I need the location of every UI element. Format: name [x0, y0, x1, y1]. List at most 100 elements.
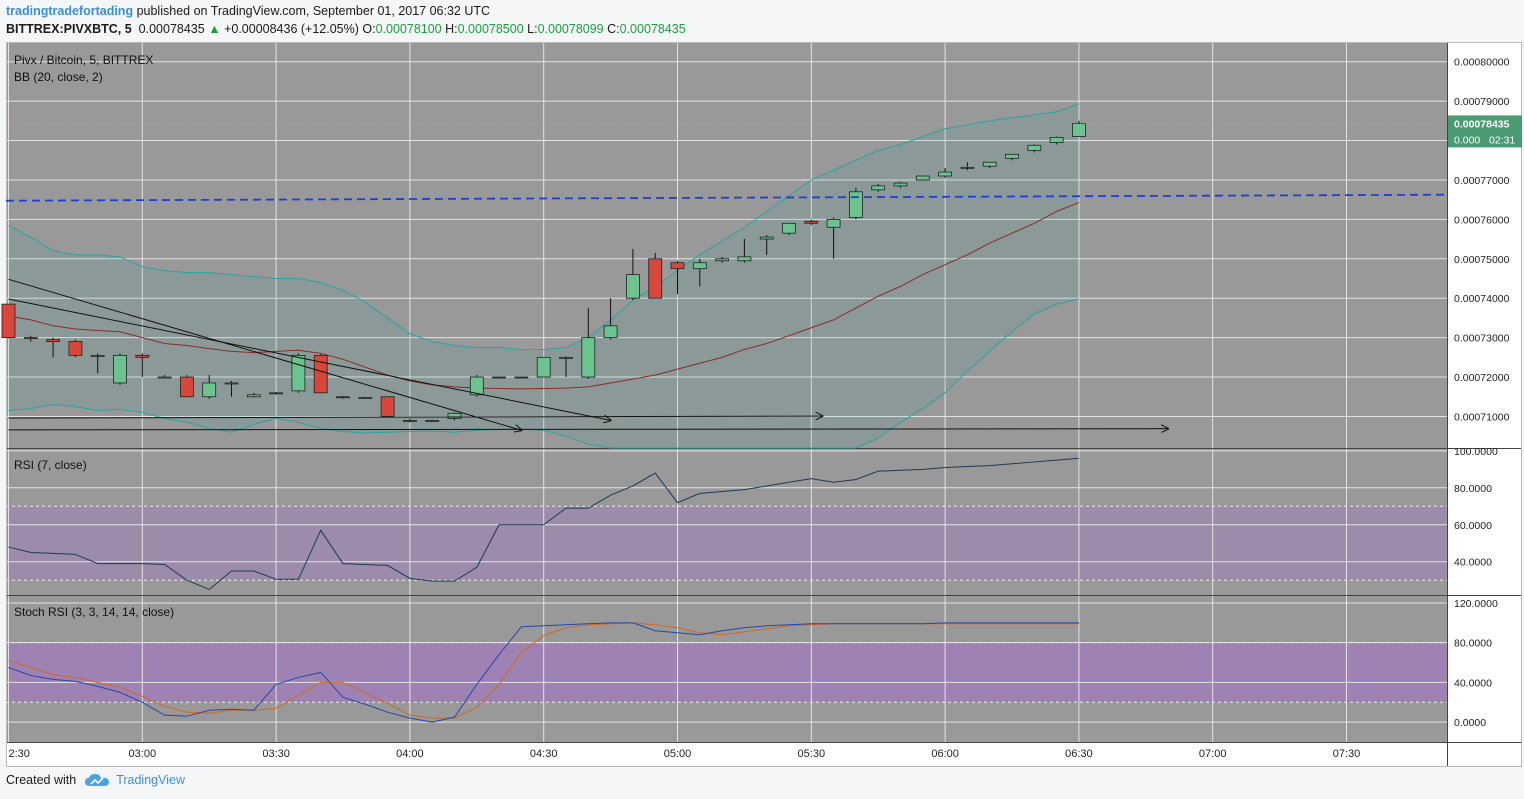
trendline-arrow [8, 416, 823, 418]
stoch-k-line [8, 622, 1079, 723]
time-tick-label: 06:30 [1065, 748, 1093, 760]
candle-up [469, 376, 484, 396]
candle-down [313, 354, 328, 394]
osc-tick-label: 100.0000 [1454, 446, 1498, 458]
publish-info: published on TradingView.com, September … [136, 4, 491, 18]
bb-upper-line [8, 103, 1080, 350]
candle-down [380, 396, 395, 417]
tradingview-brand-link[interactable]: TradingView [116, 773, 185, 787]
price-tick-label: 0.00075000 [1454, 254, 1510, 266]
created-with-label: Created with [6, 773, 77, 787]
candle-down [68, 341, 83, 356]
candle-up [759, 236, 774, 240]
last-price: 0.00078435 [138, 22, 205, 36]
osc-tick-label: 40.0000 [1454, 557, 1492, 569]
trendline-arrow [8, 278, 522, 430]
time-tick-label: 03:00 [129, 748, 157, 760]
candle-up [626, 274, 640, 299]
chart-title: Pivx / Bitcoin, 5, BITTREX [14, 53, 153, 67]
footer: Created with TradingView [6, 773, 185, 787]
candle-down [179, 376, 194, 398]
candle-down [135, 354, 150, 358]
author-link[interactable]: tradingtradefortading [6, 4, 134, 18]
candle-down [648, 258, 663, 299]
time-tick-label: 07:00 [1199, 748, 1227, 760]
candle-down [23, 337, 38, 340]
candle-up [1005, 153, 1019, 159]
candle-up [603, 325, 618, 339]
trading-chart[interactable]: 2:30 03:00 03:30 04:00 04:30 05:00 05:30 06:00 0… [0, 40, 1524, 768]
publish-header: tradingtradefortading published on Tradi… [6, 4, 490, 18]
price-tick-label: 0.00079000 [1454, 96, 1510, 108]
time-tick-label: 05:00 [664, 748, 692, 760]
candle-up [715, 258, 729, 262]
osc-tick-label: 0.0000 [1454, 717, 1486, 729]
up-arrow-icon: ▲ [208, 22, 221, 36]
osc-tick-label: 120.0000 [1454, 598, 1498, 610]
candle-up [246, 394, 261, 398]
tradingview-cloud-icon [85, 774, 110, 786]
pane-background-0 [6, 42, 1447, 448]
price-tick-label: 0.00077000 [1454, 175, 1510, 187]
candle-up [1027, 144, 1042, 151]
open-label: O: [362, 22, 376, 36]
last-price-label: 0.00078435 [1454, 118, 1510, 130]
candle-down [804, 220, 819, 224]
high-value: 0.00078500 [457, 22, 524, 36]
low-label: L: [527, 22, 538, 36]
price-tick-label: 0.00080000 [1454, 57, 1510, 69]
osc-tick-label: 40.0000 [1454, 677, 1492, 689]
trendline-arrow [8, 429, 1169, 430]
candle-up [782, 222, 796, 234]
osc-tick-label: 80.0000 [1454, 638, 1492, 650]
rsi-line [8, 457, 1079, 591]
time-axis-bg [6, 742, 1522, 766]
rsi-band [6, 506, 1447, 581]
candle-down [492, 376, 507, 379]
last-price-partial-label: 0.000 [1454, 134, 1480, 146]
rsi-title: RSI (7, close) [14, 458, 87, 472]
bb-indicator-label: BB (20, close, 2) [14, 70, 103, 84]
candle-up [982, 161, 997, 167]
candle-up [224, 382, 239, 385]
candle-up [871, 185, 886, 191]
candle-down [670, 262, 685, 270]
candle-up [559, 356, 573, 359]
time-tick-label: 04:30 [530, 748, 558, 760]
candle-up [960, 166, 975, 169]
candle-up [1049, 136, 1064, 143]
symbol-header: BITTREX:PIVXBTC, 5 0.00078435 ▲ +0.00008… [6, 22, 686, 36]
candle-down [46, 339, 60, 342]
candle-down [269, 392, 284, 395]
horizontal-level-line [5, 193, 1448, 202]
stoch-band [6, 642, 1447, 703]
candle-down [1, 303, 16, 339]
low-value: 0.00078099 [537, 22, 604, 36]
time-tick-label: 07:30 [1333, 748, 1361, 760]
candle-up [425, 420, 440, 422]
candle-down [336, 396, 350, 399]
last-price-badge [1448, 115, 1522, 148]
bb-basis-line [8, 201, 1080, 390]
candle-down [514, 376, 529, 379]
candle-up [737, 256, 752, 262]
time-tick-label: 03:30 [262, 748, 290, 760]
price-tick-label: 0.00074000 [1454, 293, 1510, 305]
candle-up [893, 182, 908, 187]
open-value: 0.00078100 [375, 22, 442, 36]
candle-up [536, 356, 551, 378]
candle-up [692, 262, 707, 270]
price-axis-bg [1447, 42, 1522, 742]
candle-up [826, 218, 841, 228]
chart-frame [6, 42, 1522, 767]
price-tick-label: 0.00076000 [1454, 214, 1510, 226]
price-tick-label: 0.00073000 [1454, 333, 1510, 345]
time-tick-label: 04:00 [396, 748, 424, 760]
candle-up [202, 382, 217, 398]
candle-up [581, 337, 596, 378]
stoch-rsi-title: Stoch RSI (3, 3, 14, 14, close) [14, 605, 174, 619]
candle-up [915, 175, 930, 181]
high-label: H: [445, 22, 458, 36]
bb-fill [8, 103, 1079, 448]
time-tick-label: 2:30 [9, 748, 30, 760]
